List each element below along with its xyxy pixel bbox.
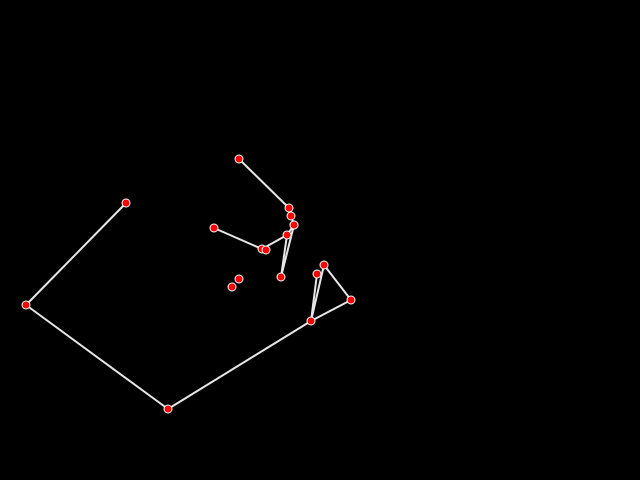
- graph-edge: [310, 299, 352, 322]
- graph-node: [209, 223, 219, 233]
- graph-node: [234, 274, 244, 284]
- graph-edge: [280, 224, 295, 278]
- graph-node: [289, 220, 299, 230]
- graph-node: [306, 316, 316, 326]
- graph-node: [261, 245, 271, 255]
- graph-edge: [323, 264, 352, 301]
- graph-node: [284, 203, 294, 213]
- graph-node: [227, 282, 237, 292]
- graph-node: [234, 154, 244, 164]
- graph-node: [276, 272, 286, 282]
- graph-edge: [25, 304, 169, 410]
- graph-node: [286, 211, 296, 221]
- graph-edge: [238, 158, 290, 209]
- graph-edge: [167, 320, 312, 410]
- graph-node: [282, 230, 292, 240]
- graph-node: [346, 295, 356, 305]
- graph-node: [121, 198, 131, 208]
- graph-edge: [310, 273, 318, 322]
- graph-node: [163, 404, 173, 414]
- graph-edge: [25, 202, 127, 306]
- graph-node: [312, 269, 322, 279]
- graph-node: [21, 300, 31, 310]
- graph-edge: [213, 227, 263, 250]
- graph-node: [319, 260, 329, 270]
